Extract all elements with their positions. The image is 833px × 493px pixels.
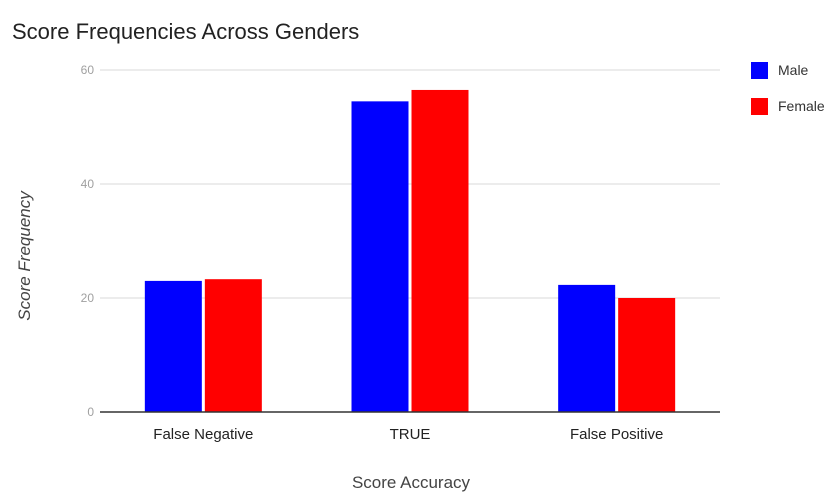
x-category-label: TRUE	[390, 426, 431, 443]
bar-female-true	[411, 89, 469, 412]
bar-male-true	[351, 101, 409, 412]
bar-male-false-negative	[144, 280, 202, 412]
legend-label-male: Male	[778, 62, 809, 78]
legend-swatch-female	[751, 98, 768, 115]
y-tick-label: 60	[81, 63, 95, 77]
x-category-label: False Positive	[570, 426, 663, 443]
x-axis-categories: False Negative TRUE False Positive	[153, 426, 663, 443]
bar-male-false-positive	[558, 284, 616, 412]
legend: Male Female	[751, 62, 825, 115]
x-category-label: False Negative	[153, 426, 253, 443]
y-axis-title: Score Frequency	[15, 190, 34, 321]
chart-title: Score Frequencies Across Genders	[12, 19, 359, 44]
y-axis-ticks: 0 20 40 60	[81, 63, 95, 419]
bar-female-false-positive	[618, 298, 676, 412]
bar-female-false-negative	[204, 279, 262, 412]
legend-label-female: Female	[778, 98, 825, 114]
x-axis-title: Score Accuracy	[352, 473, 471, 492]
legend-swatch-male	[751, 62, 768, 79]
y-tick-label: 20	[81, 291, 95, 305]
y-tick-label: 0	[87, 405, 94, 419]
y-tick-label: 40	[81, 177, 95, 191]
gridlines	[100, 69, 720, 299]
bars	[144, 89, 676, 412]
